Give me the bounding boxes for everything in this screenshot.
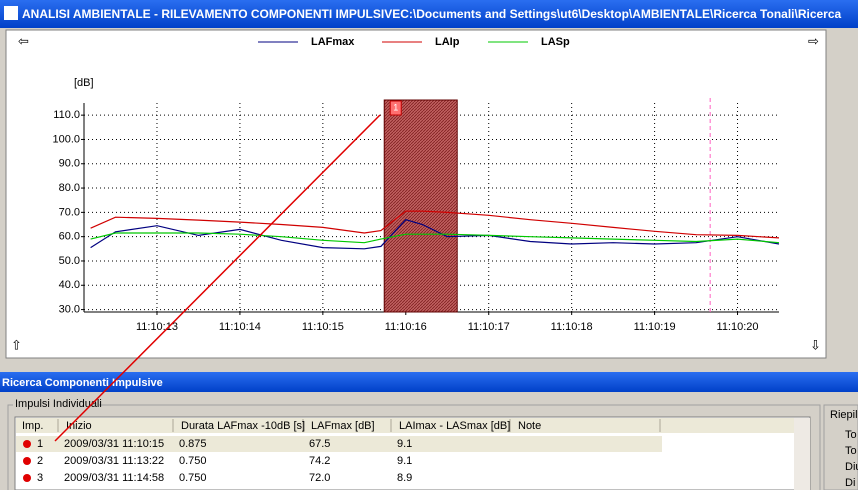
y-tick-label: 80.0 [59,182,80,194]
series-line [90,210,780,239]
table-cell: 9.1 [397,438,412,450]
header-cell: Imp. [22,420,43,432]
scroll-left[interactable]: ⇦ [18,33,29,48]
table: Imp. Inizio Durata LAFmax -10dB [s] LAFmax … [16,418,794,484]
table-cell: 0.750 [179,472,207,484]
table-cell: 67.5 [309,438,330,450]
side-item: To [845,445,857,457]
impulse-marker [389,100,402,116]
group-label-bg [13,398,99,410]
table-cell: 74.2 [309,455,330,467]
scroll-right[interactable]: ⇨ [808,33,819,48]
side-item: Diu [845,461,858,473]
impulse-band [383,99,458,313]
table-cell: 2009/03/31 11:13:22 [64,455,164,467]
legend-label: LASp [541,36,570,48]
x-tick-label: 11:10:14 [219,321,261,333]
group-label: Impulsi Individuali [15,398,102,410]
window-title: ANALISI AMBIENTALE - RILEVAMENTO COMPONE… [22,7,842,21]
side-list: To To Diu Di [845,429,858,489]
side-item: To [845,429,857,441]
y-tick-label: 90.0 [59,158,80,170]
side-item: Di [845,477,855,489]
x-tick-label: 11:10:17 [468,321,510,333]
side-group [823,404,858,490]
selected-row [16,436,662,452]
row-dot [23,457,31,465]
table-cell: 2009/03/31 11:10:15 [64,438,164,450]
table-cell: 72.0 [309,472,330,484]
x-tick-label: 11:10:19 [634,321,676,333]
header-cell: Note [518,420,541,432]
scroll-down[interactable]: ⇩ [810,337,821,352]
pointer-line [54,114,381,442]
scroll-up[interactable]: ⇧ [11,337,22,352]
side-title: Riepil [830,409,858,421]
table-cell: 8.9 [397,472,412,484]
series-line [90,219,780,250]
table-cell: 2009/03/31 11:14:58 [64,472,164,484]
table-cell: 3 [37,472,43,484]
scrollbar[interactable] [794,418,810,490]
header-cell: LAImax - LASmax [dB] [399,420,510,432]
impulse-label: 1 [393,102,398,112]
table-cell: 2 [37,455,43,467]
y-tick-label: 50.0 [59,255,80,267]
row-dot [23,440,31,448]
header-cell: LAFmax [dB] [311,420,375,432]
y-tick-label: 30.0 [59,303,80,315]
x-tick-label: 11:10:13 [136,321,178,333]
plot: 30.040.050.060.070.080.090.0100.0110.011… [52,36,780,333]
x-tick-label: 11:10:15 [302,321,344,333]
table-cell: 0.750 [179,455,207,467]
legend-label: LAFmax [311,36,355,48]
panel-title: Ricerca Componenti Impulsive [2,377,163,389]
x-tick-label: 11:10:20 [717,321,759,333]
y-axis-label: [dB] [74,77,94,89]
x-tick-label: 11:10:16 [385,321,427,333]
y-tick-label: 110.0 [53,109,80,121]
y-tick-label: 100.0 [52,133,80,145]
app-icon [4,6,18,20]
y-tick-label: 70.0 [59,206,80,218]
title-bar [0,0,858,28]
table-cell: 1 [37,438,43,450]
y-tick-label: 40.0 [59,279,80,291]
table-cell: 9.1 [397,455,412,467]
x-tick-label: 11:10:18 [551,321,593,333]
row-dot [23,474,31,482]
table-cell: 0.875 [179,438,207,450]
series-line [90,232,780,244]
header-row [16,418,794,433]
y-tick-label: 60.0 [59,231,80,243]
header-cell: Durata LAFmax -10dB [s] [181,420,305,432]
legend-label: LAIp [435,36,460,48]
panel-title-bar [0,372,858,392]
group-box [7,404,821,490]
